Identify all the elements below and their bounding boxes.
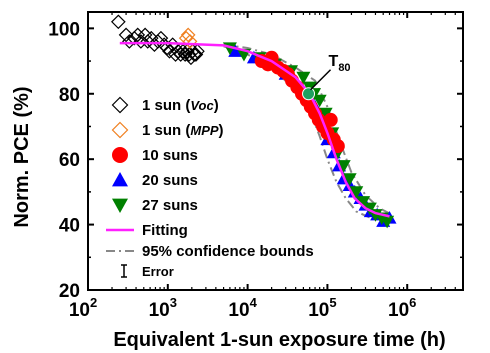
- legend-marker-triangle: [112, 172, 128, 186]
- y-tick-label: 80: [59, 85, 80, 106]
- legend-label: 1 sun (MPP): [142, 122, 224, 139]
- x-tick-label: 105: [308, 295, 336, 321]
- x-axis-title: Equivalent 1-sun exposure time (h): [113, 329, 445, 351]
- legend-label-confidence: 95% confidence bounds: [142, 243, 314, 260]
- legend: 1 sun (Voc) 1 sun (MPP) 10 suns 20 suns 27 s…: [106, 97, 314, 279]
- legend-marker-diamond-open: [113, 123, 128, 138]
- y-tick-label: 60: [59, 150, 80, 171]
- data-point-circle: [324, 113, 338, 127]
- legend-label-error: Error: [142, 264, 174, 279]
- legend-label: 10 suns: [142, 147, 198, 164]
- y-tick-label: 100: [48, 19, 80, 40]
- confidence-upper-line: [224, 45, 393, 215]
- x-tick-label: 104: [228, 295, 257, 321]
- t80-marker: [303, 88, 315, 100]
- legend-label: 1 sun (Voc): [142, 97, 219, 114]
- x-tick-label: 106: [388, 295, 416, 321]
- legend-label-fit: Fitting: [142, 222, 188, 239]
- y-tick-label: 40: [59, 216, 80, 237]
- data-point-diamond-open: [112, 15, 125, 28]
- legend-marker-triangle-down: [112, 199, 128, 213]
- legend-label: 20 suns: [142, 172, 198, 189]
- y-axis-title: Norm. PCE (%): [11, 86, 33, 227]
- x-tick-label: 103: [149, 295, 177, 321]
- y-tick-label: 20: [59, 281, 80, 302]
- legend-label: 27 suns: [142, 197, 198, 214]
- legend-marker-circle: [112, 147, 128, 163]
- legend-marker-diamond-open: [113, 98, 128, 113]
- t80-label: T80: [329, 53, 351, 74]
